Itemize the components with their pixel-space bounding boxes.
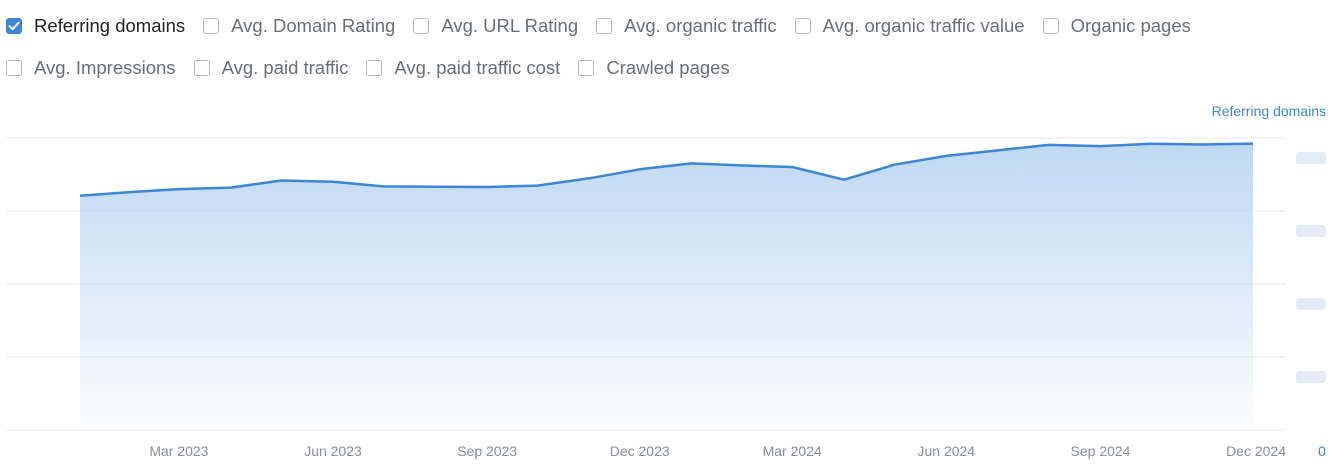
metric-label: Crawled pages (606, 57, 730, 78)
data-point[interactable] (173, 183, 185, 195)
data-point[interactable] (74, 190, 86, 202)
metric-label: Organic pages (1070, 15, 1191, 36)
checkbox-unchecked-icon[interactable] (193, 60, 210, 76)
x-axis-ticks: Mar 2023 Jun 2023 Sep 2023 Dec 2023 Mar 2024… (149, 443, 1286, 459)
x-tick-label: Sep 2023 (457, 443, 517, 459)
checkbox-unchecked-icon[interactable] (203, 18, 220, 34)
x-tick-label: Jun 2024 (917, 443, 975, 459)
metric-avg-organic-traffic[interactable]: Avg. organic traffic (596, 15, 777, 37)
data-point[interactable] (1145, 138, 1157, 150)
data-point[interactable] (225, 182, 237, 194)
checkbox-unchecked-icon[interactable] (366, 60, 383, 76)
data-point[interactable] (634, 163, 646, 175)
metric-label: Avg. paid traffic cost (394, 57, 561, 78)
data-point[interactable] (481, 181, 493, 193)
metric-avg-organic-traffic-value[interactable]: Avg. organic traffic value (794, 15, 1025, 37)
x-tick-label: Mar 2024 (763, 443, 822, 459)
checkbox-unchecked-icon[interactable] (794, 18, 811, 34)
x-tick-label: Sep 2024 (1071, 443, 1131, 459)
metric-label: Avg. URL Rating (441, 15, 579, 36)
checkbox-unchecked-icon[interactable] (413, 18, 430, 34)
metric-avg-domain-rating[interactable]: Avg. Domain Rating (203, 15, 395, 37)
metric-label: Avg. organic traffic (624, 15, 777, 36)
data-point[interactable] (991, 145, 1003, 157)
x-tick-label: Dec 2024 (1226, 443, 1286, 459)
data-point[interactable] (940, 150, 952, 162)
series-area (80, 143, 1253, 430)
metric-avg-impressions[interactable]: Avg. Impressions (6, 57, 176, 79)
data-point[interactable] (429, 181, 441, 193)
data-point[interactable] (327, 176, 339, 188)
metric-selector-row-2: Avg. Impressions Avg. paid traffic Avg. pa… (6, 55, 748, 81)
checkbox-unchecked-icon[interactable] (578, 60, 595, 76)
data-point[interactable] (888, 159, 900, 171)
checkbox-unchecked-icon[interactable] (596, 18, 613, 34)
checkbox-unchecked-icon[interactable] (1042, 18, 1059, 34)
metric-selector-row-1: Referring domains Avg. Domain Rating Avg. … (6, 13, 1209, 39)
data-point[interactable] (583, 172, 595, 184)
metric-label: Avg. organic traffic value (822, 15, 1025, 36)
x-tick-label: Jun 2023 (304, 443, 362, 459)
metric-label: Avg. paid traffic (221, 57, 349, 78)
metric-label: Avg. Domain Rating (231, 15, 396, 36)
metric-avg-url-rating[interactable]: Avg. URL Rating (413, 15, 578, 37)
data-point[interactable] (1247, 138, 1259, 150)
y-tick-placeholder (1296, 298, 1326, 310)
series-line (74, 138, 1259, 202)
metric-label: Referring domains (34, 15, 186, 36)
metric-avg-paid-traffic[interactable]: Avg. paid traffic (193, 57, 349, 79)
metric-referring-domains[interactable]: Referring domains (6, 15, 185, 37)
x-tick-label: Dec 2023 (610, 443, 670, 459)
data-point[interactable] (1095, 140, 1107, 152)
metric-organic-pages[interactable]: Organic pages (1042, 15, 1191, 37)
data-point[interactable] (377, 180, 389, 192)
metric-crawled-pages[interactable]: Crawled pages (578, 57, 730, 79)
data-point[interactable] (738, 160, 750, 172)
checkbox-checked-icon[interactable] (6, 18, 22, 34)
metric-avg-paid-traffic-cost[interactable]: Avg. paid traffic cost (366, 57, 560, 79)
series-area-fill (80, 143, 1253, 430)
y-tick-label: 0 (1318, 443, 1326, 459)
legend-referring-domains[interactable]: Referring domains (1211, 103, 1326, 119)
y-tick-placeholder (1296, 152, 1326, 164)
data-point[interactable] (532, 180, 544, 192)
data-point[interactable] (126, 186, 138, 198)
data-point[interactable] (686, 157, 698, 169)
metric-label: Avg. Impressions (34, 57, 176, 78)
data-point[interactable] (275, 175, 287, 187)
x-tick-label: Mar 2023 (149, 443, 208, 459)
data-point[interactable] (1197, 139, 1209, 151)
checkbox-unchecked-icon[interactable] (6, 60, 22, 76)
y-axis-ticks: 0 (1296, 152, 1326, 459)
data-point[interactable] (1043, 139, 1055, 151)
y-tick-placeholder (1296, 225, 1326, 237)
y-tick-placeholder (1296, 371, 1326, 383)
data-point[interactable] (786, 161, 798, 173)
data-point[interactable] (838, 174, 850, 186)
series-line-referring-domains (79, 142, 1254, 198)
